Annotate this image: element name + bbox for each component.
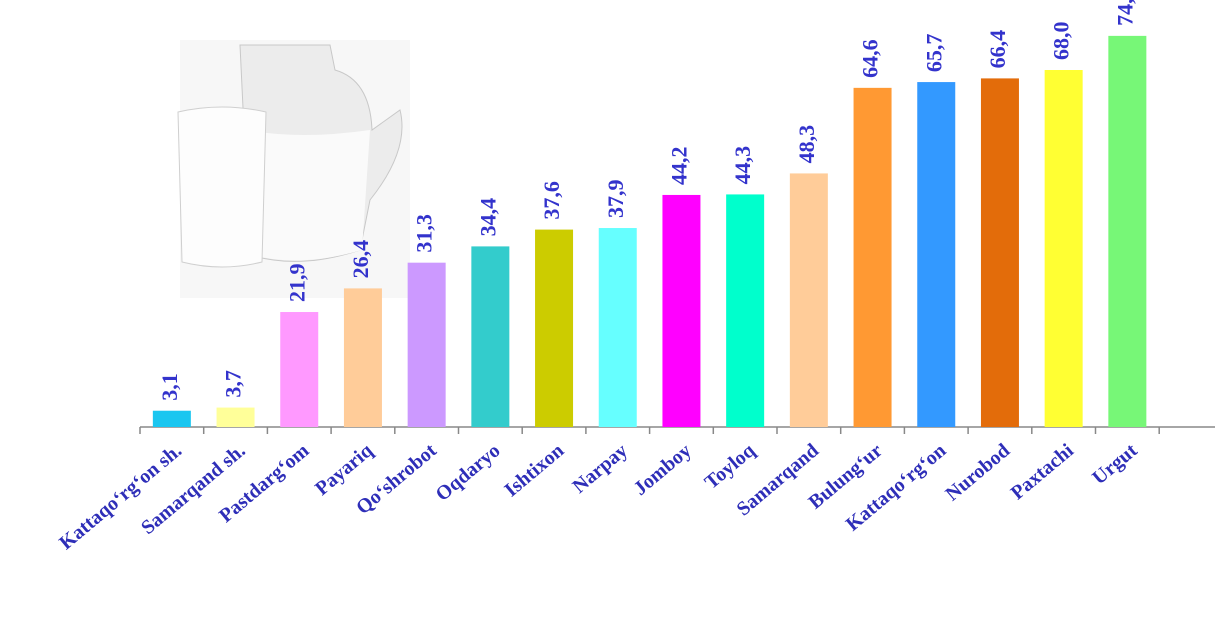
bar [1108,36,1146,427]
value-label: 48,3 [794,125,819,164]
x-tick-label: Paxtachi [1007,439,1079,504]
bar [917,82,955,427]
bar [153,411,191,427]
bar [344,288,382,427]
value-label: 26,4 [348,240,373,279]
x-tick-label: Urgut [1088,439,1142,489]
milk-picture [178,40,410,298]
bar [981,78,1019,427]
x-tick-label: Jomboy [630,439,696,499]
bar [662,195,700,427]
bar [726,194,764,427]
bar [408,263,446,427]
value-label: 37,6 [539,181,564,220]
bar [217,408,255,427]
glass [178,107,266,267]
chart: 3,1Kattaqo‘rg‘on sh.3,7Samarqand sh.21,9… [0,0,1215,617]
bar [471,246,509,427]
bar [599,228,637,427]
value-label: 64,6 [858,39,883,78]
bar [1045,70,1083,427]
x-tick-label: Nurobod [942,439,1015,505]
value-label: 31,3 [412,214,437,253]
bar [280,312,318,427]
value-label: 44,3 [730,146,755,185]
value-label: 68,0 [1049,22,1074,61]
value-label: 74,5 [1112,0,1137,26]
x-tick-label: Oqdaryo [432,439,505,505]
value-label: 66,4 [985,30,1010,68]
x-tick-label: Ishtixon [500,439,568,501]
value-label: 34,4 [475,198,500,236]
value-label: 3,7 [221,370,246,398]
bar [854,88,892,427]
bar [790,173,828,427]
value-label: 21,9 [284,264,309,303]
x-tick-label: Toyloq [701,439,760,493]
value-label: 3,1 [157,373,182,401]
bar [535,230,573,427]
value-label: 65,7 [921,34,946,73]
x-tick-label: Narpay [568,439,632,497]
value-label: 44,2 [666,146,691,185]
value-label: 37,9 [603,180,628,219]
page: {"chart_data": {"type": "bar", "categori… [0,0,1215,617]
